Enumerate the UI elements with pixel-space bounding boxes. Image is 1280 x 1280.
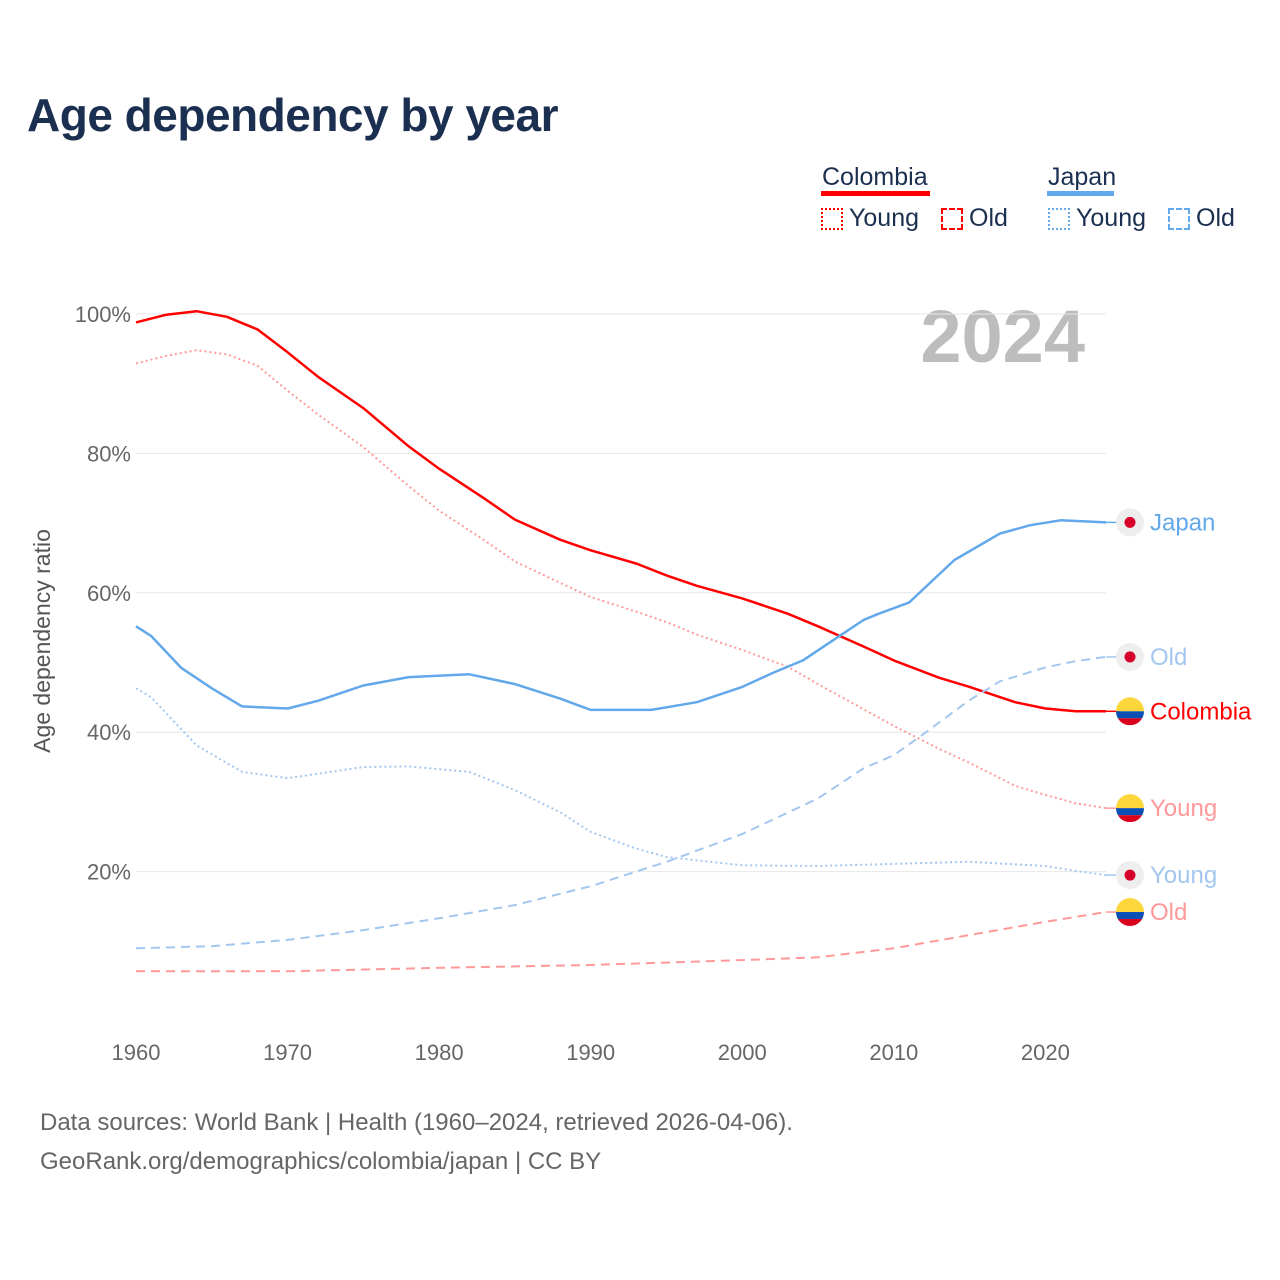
colombia-flag-icon (1116, 794, 1144, 823)
flag-yellow (1116, 794, 1144, 809)
footer-source: Data sources: World Bank | Health (1960–… (40, 1109, 793, 1136)
flag-red (1116, 919, 1144, 927)
y-tick-label: 100% (75, 302, 131, 327)
chart-title: Age dependency by year (27, 89, 558, 141)
flag-red (1116, 718, 1144, 726)
x-tick-label: 1980 (415, 1040, 464, 1065)
dotted-swatch-icon (821, 207, 843, 230)
legend-japan-old[interactable]: Old (1168, 204, 1235, 233)
x-tick-label: 1960 (112, 1040, 161, 1065)
flag-blue (1116, 711, 1144, 719)
flag-sun (1124, 651, 1136, 663)
flag-sun (1124, 869, 1136, 881)
legend-label: Young (1076, 204, 1146, 232)
flag-blue (1116, 808, 1144, 816)
dashed-swatch-icon (941, 207, 963, 230)
end-label: Old (1150, 899, 1187, 926)
legend-japan-swatch (1047, 191, 1114, 196)
legend-colombia-old[interactable]: Old (941, 204, 1008, 233)
x-tick-label: 2020 (1021, 1040, 1070, 1065)
x-tick-label: 2000 (718, 1040, 767, 1065)
series-line-japan-old (135, 655, 1107, 950)
x-tick-label: 2010 (869, 1040, 918, 1065)
y-axis-label: Age dependency ratio (29, 529, 55, 753)
flag-red (1116, 815, 1144, 823)
dashed-swatch-icon (1168, 207, 1190, 230)
series-line-colombia-young (135, 349, 1107, 810)
legend-label: Young (849, 204, 919, 232)
end-label: Young (1150, 862, 1217, 889)
dotted-swatch-icon (1048, 207, 1070, 230)
japan-flag-icon (1116, 642, 1144, 671)
legend-japan[interactable]: Japan (1048, 163, 1117, 191)
legend-label: Old (969, 204, 1008, 232)
legend-label: Old (1196, 204, 1235, 232)
japan-flag-icon (1116, 508, 1144, 537)
flag-sun (1124, 516, 1136, 528)
series-line-colombia-old (136, 911, 1107, 973)
y-tick-label: 60% (87, 581, 131, 606)
x-tick-label: 1970 (263, 1040, 312, 1065)
legend-japan-young[interactable]: Young (1048, 204, 1146, 233)
legend-colombia[interactable]: Colombia (822, 163, 928, 191)
end-label: Colombia (1150, 698, 1252, 725)
y-tick-label: 20% (87, 860, 131, 885)
end-label: Young (1150, 795, 1217, 822)
y-tick-label: 80% (87, 441, 131, 466)
colombia-flag-icon (1116, 898, 1144, 927)
legend-colombia-swatch (821, 191, 930, 196)
flag-blue (1116, 912, 1144, 920)
japan-flag-icon (1116, 861, 1144, 890)
series-line-japan (135, 519, 1107, 712)
flag-yellow (1116, 898, 1144, 913)
year-watermark: 2024 (920, 295, 1085, 378)
legend-colombia-young[interactable]: Young (821, 204, 919, 233)
series-line-japan-young (135, 687, 1107, 877)
x-tick-label: 1990 (566, 1040, 615, 1065)
end-label: Japan (1150, 509, 1215, 536)
end-label: Old (1150, 644, 1187, 671)
series-line-colombia (135, 309, 1106, 713)
y-tick-label: 40% (87, 720, 131, 745)
footer-attribution[interactable]: GeoRank.org/demographics/colombia/japan … (40, 1148, 602, 1175)
flag-yellow (1116, 697, 1144, 712)
colombia-flag-icon (1116, 697, 1144, 726)
